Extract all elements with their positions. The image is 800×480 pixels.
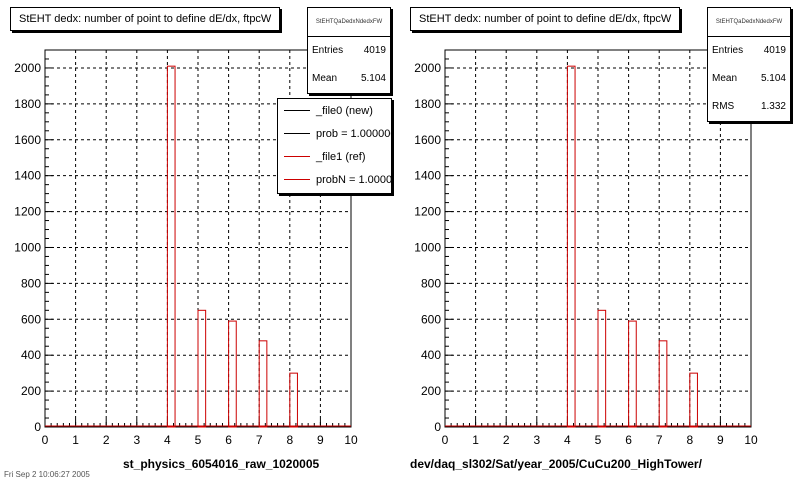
y-tick-label: 1600 [14, 133, 41, 147]
y-tick-label: 1400 [14, 169, 41, 183]
x-tick-label: 5 [595, 433, 602, 447]
x-tick-label: 2 [503, 433, 510, 447]
legend-line-black [284, 133, 310, 134]
stats-value: 4019 [763, 45, 786, 56]
stats-entries-row: Entries 4019 [308, 37, 390, 65]
stats-value: 1.332 [760, 101, 786, 112]
stats-rms-row: RMS 1.332 [708, 93, 790, 121]
y-tick-label: 1200 [14, 205, 41, 219]
x-tick-label: 6 [625, 433, 632, 447]
x-tick-label: 7 [256, 433, 263, 447]
x-tick-label: 8 [286, 433, 293, 447]
stats-value: 4019 [363, 45, 386, 56]
legend-line-black [284, 110, 310, 111]
stats-label: Entries [712, 45, 744, 56]
y-tick-label: 1800 [14, 97, 41, 111]
x-tick-label: 0 [42, 433, 49, 447]
y-tick-label: 200 [421, 384, 441, 398]
x-tick-label: 9 [717, 433, 724, 447]
right-stats-box: StEHTQaDedxNdedxFW Entries 4019 Mean 5.1… [707, 7, 791, 122]
timestamp-text: Fri Sep 2 10:06:27 2005 [4, 470, 90, 479]
legend-entry: _file0 (new) [278, 99, 391, 122]
x-tick-label: 1 [472, 433, 479, 447]
y-tick-label: 1800 [414, 97, 441, 111]
y-tick-label: 600 [21, 312, 41, 326]
x-tick-label: 5 [195, 433, 202, 447]
legend-line-red [284, 156, 310, 157]
left-plot-panel: 0 1 2 3 4 5 6 7 8 9 10 0 200 400 600 800 1000 1200 1400 160… [10, 7, 392, 471]
histogram-bar [658, 340, 668, 428]
y-tick-label: 1200 [414, 205, 441, 219]
right-histogram-svg: 0 1 2 3 4 5 6 7 8 9 10 0 200 400 600 800 1000 1200 1400 160… [414, 49, 758, 447]
y-tick-label: 0 [434, 420, 441, 434]
legend-label: _file1 (ref) [316, 150, 366, 163]
y-tick-label: 1000 [414, 240, 441, 254]
x-tick-label: 9 [317, 433, 324, 447]
y-tick-label: 1000 [14, 240, 41, 254]
y-tick-label: 1600 [414, 133, 441, 147]
y-tick-label: 2000 [14, 61, 41, 75]
stats-label: Mean [712, 73, 738, 84]
x-tick-label: 10 [344, 433, 358, 447]
stats-histogram-name: StEHTQaDedxNdedxFW [708, 8, 790, 37]
left-histogram-svg: 0 1 2 3 4 5 6 7 8 9 10 0 200 400 600 800 1000 1200 1400 160… [14, 49, 358, 447]
legend-entry: probN = 1.000000 [278, 168, 391, 191]
stats-histogram-name: StEHTQaDedxNdedxFW [308, 8, 390, 37]
y-tick-label: 1400 [414, 169, 441, 183]
histogram-bar [228, 320, 237, 428]
histogram-bar [166, 65, 176, 428]
y-tick-label: 400 [21, 348, 41, 362]
y-tick-label: 0 [34, 420, 41, 434]
left-legend: _file0 (new) prob = 1.000000 _file1 (ref… [277, 98, 392, 194]
stats-mean-row: Mean 5.104 [308, 65, 390, 93]
x-tick-label: 8 [686, 433, 693, 447]
histogram-bar [289, 372, 298, 428]
right-plot-title: StEHT dedx: number of point to define dE… [410, 7, 681, 31]
left-plot-title: StEHT dedx: number of point to define dE… [10, 7, 281, 31]
x-tick-label: 7 [656, 433, 663, 447]
stats-label: RMS [712, 101, 735, 112]
y-tick-label: 800 [21, 276, 41, 290]
stats-mean-row: Mean 5.104 [708, 65, 790, 93]
x-tick-label: 0 [442, 433, 449, 447]
y-tick-label: 200 [21, 384, 41, 398]
stats-label: Mean [312, 73, 338, 84]
x-tick-label: 6 [225, 433, 232, 447]
histogram-bar [566, 65, 576, 428]
histogram-bar [597, 309, 607, 428]
legend-entry: _file1 (ref) [278, 145, 391, 168]
stats-entries-row: Entries 4019 [708, 37, 790, 65]
legend-label: probN = 1.000000 [316, 173, 392, 186]
x-tick-label: 2 [103, 433, 110, 447]
legend-line-red [284, 179, 310, 180]
x-tick-label: 3 [133, 433, 140, 447]
legend-entry: prob = 1.000000 [278, 122, 391, 145]
histogram-bar [258, 340, 268, 428]
y-tick-label: 800 [421, 276, 441, 290]
legend-label: _file0 (new) [316, 104, 373, 117]
right-x-axis-title: dev/daq_sl302/Sat/year_2005/CuCu200_High… [410, 457, 702, 471]
x-tick-label: 10 [744, 433, 758, 447]
x-tick-label: 4 [564, 433, 571, 447]
histogram-bar [689, 372, 698, 428]
stats-value: 5.104 [360, 73, 386, 84]
x-tick-label: 4 [164, 433, 171, 447]
stats-value: 5.104 [760, 73, 786, 84]
y-tick-label: 400 [421, 348, 441, 362]
x-tick-label: 3 [533, 433, 540, 447]
right-plot-panel: 0 1 2 3 4 5 6 7 8 9 10 0 200 400 600 800 1000 1200 1400 160… [400, 0, 800, 480]
stats-label: Entries [312, 45, 344, 56]
y-tick-label: 600 [421, 312, 441, 326]
left-stats-box: StEHTQaDedxNdedxFW Entries 4019 Mean 5.1… [307, 7, 391, 94]
histogram-bar [197, 309, 207, 428]
y-tick-label: 2000 [414, 61, 441, 75]
x-tick-label: 1 [72, 433, 79, 447]
left-x-axis-title: st_physics_6054016_raw_1020005 [123, 457, 320, 471]
legend-label: prob = 1.000000 [316, 127, 392, 140]
histogram-bar [628, 320, 637, 428]
